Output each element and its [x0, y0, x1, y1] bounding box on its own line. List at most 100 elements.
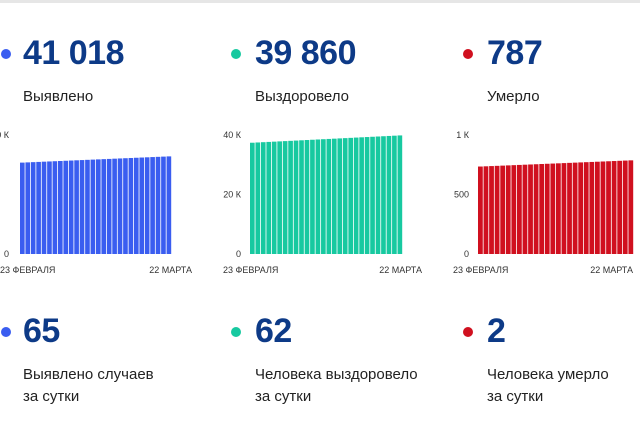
chart-bar	[96, 159, 101, 254]
chart-bar	[331, 138, 337, 254]
x-tick-label-start: 23 ФЕВРАЛЯ	[223, 265, 278, 275]
chart-bar	[483, 166, 489, 254]
chart-bar	[112, 158, 117, 254]
y-tick-label: 0	[4, 249, 9, 259]
chart-bar	[299, 140, 304, 254]
x-tick-label-end: 22 МАРТА	[149, 265, 192, 275]
chart-bar	[375, 136, 381, 254]
chart-bar	[79, 160, 85, 254]
chart-bar	[260, 142, 266, 254]
chart-bar	[250, 142, 255, 254]
chart-bar	[386, 135, 392, 254]
chart-bar	[578, 162, 584, 254]
chart-bar	[144, 157, 150, 254]
chart-bar	[539, 164, 545, 254]
chart-bar	[277, 141, 282, 254]
chart-bar	[500, 165, 506, 254]
chart-bar	[397, 135, 403, 254]
chart-bar	[128, 157, 134, 254]
chart-bar	[489, 166, 494, 254]
chart-bar	[304, 140, 310, 254]
chart-bar	[533, 164, 539, 254]
chart-bar	[381, 136, 386, 254]
recovered-daily-label: Человека выздоровело	[255, 366, 418, 383]
chart-bar	[106, 158, 112, 254]
chart-bar	[544, 163, 550, 254]
chart-bar	[348, 137, 354, 254]
chart-bar	[90, 159, 96, 254]
detected-total-value: 41 018	[23, 34, 125, 72]
detected-total-label: Выявлено	[23, 88, 94, 105]
chart-bar	[517, 164, 522, 254]
chart-bar	[166, 156, 172, 254]
chart-bar	[36, 161, 41, 254]
detected-dot-icon	[1, 49, 11, 59]
chart-bar	[134, 157, 139, 254]
chart-bar	[364, 137, 370, 254]
chart-bar	[370, 136, 375, 254]
recovered-total-value: 39 860	[255, 34, 357, 72]
died-chart: 0 500 1 К 23 ФЕВРАЛЯ 22 МАРТА	[453, 130, 634, 275]
detected-daily-label-2: за сутки	[23, 388, 80, 405]
died-daily-label-2: за сутки	[487, 388, 544, 405]
chart-bar	[478, 166, 483, 254]
chart-bar	[20, 162, 25, 254]
recovered-chart: 0 20 К 40 К 23 ФЕВРАЛЯ 22 МАРТА	[223, 130, 422, 275]
chart-bar	[392, 135, 397, 254]
chart-bar	[255, 142, 261, 254]
chart-bar	[25, 162, 31, 254]
died-daily-label: Человека умерло	[487, 366, 609, 383]
detected-daily-value: 65	[23, 312, 60, 350]
chart-bar	[561, 163, 567, 254]
chart-bar	[41, 161, 47, 254]
y-tick-label: 0	[464, 249, 469, 259]
top-divider	[0, 0, 640, 3]
chart-bar	[326, 138, 332, 254]
died-total-label: Умерло	[487, 88, 540, 105]
chart-bar	[123, 158, 128, 254]
chart-bar	[85, 159, 90, 254]
recovered-daily-dot-icon	[231, 327, 241, 337]
chart-bar	[337, 138, 343, 254]
chart-bar	[353, 137, 359, 254]
recovered-dot-icon	[231, 49, 241, 59]
y-tick-label: 500	[454, 190, 469, 200]
recovered-daily-value: 62	[255, 312, 292, 350]
y-tick-label: 50 К	[0, 130, 10, 140]
died-daily-value: 2	[487, 312, 506, 350]
chart-bar	[30, 162, 36, 254]
recovered-total-label: Выздоровело	[255, 88, 350, 105]
died-dot-icon	[463, 49, 473, 59]
detected-daily-label: Выявлено случаев	[23, 366, 154, 383]
chart-bar	[271, 141, 277, 254]
chart-bar	[589, 161, 595, 254]
chart-bar	[528, 164, 533, 254]
chart-bar	[359, 137, 364, 254]
chart-bar	[606, 161, 611, 254]
chart-bar	[101, 159, 107, 254]
chart-bar	[511, 165, 517, 254]
chart-bar	[505, 165, 511, 254]
chart-bar	[150, 157, 155, 254]
chart-bar	[617, 160, 623, 254]
chart-bar	[68, 160, 74, 254]
chart-bar	[310, 139, 315, 254]
y-tick-label: 1 К	[456, 130, 470, 140]
chart-bar	[611, 161, 617, 254]
chart-bar	[550, 163, 556, 254]
died-total-value: 787	[487, 34, 543, 72]
chart-bar	[567, 162, 572, 254]
chart-bar	[74, 160, 79, 254]
chart-bar	[572, 162, 578, 254]
chart-bar	[342, 138, 348, 254]
chart-bar	[155, 156, 161, 254]
chart-bar	[522, 164, 528, 254]
y-tick-label: 40 К	[223, 130, 242, 140]
detected-chart: 0 50 К 23 ФЕВРАЛЯ 22 МАРТА	[0, 130, 192, 275]
died-daily-dot-icon	[463, 327, 473, 337]
chart-bar	[595, 161, 600, 254]
chart-bar	[622, 160, 628, 254]
x-tick-label-start: 23 ФЕВРАЛЯ	[453, 265, 508, 275]
chart-bar	[628, 160, 634, 254]
chart-bar	[282, 141, 288, 254]
